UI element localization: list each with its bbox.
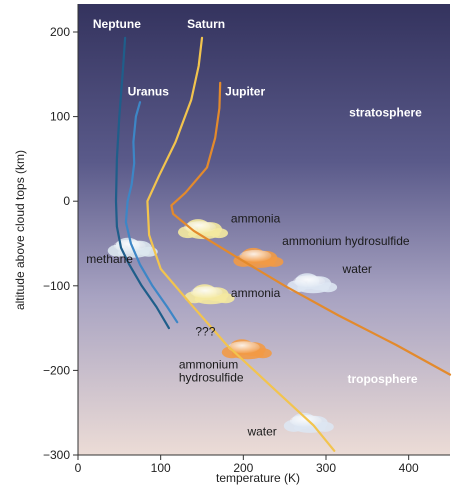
annotation-ammonium-hydrosulfide: ammonium hydrosulfide	[282, 234, 410, 248]
y-tick-label: 0	[63, 194, 70, 208]
annotation-methane: methane	[86, 252, 133, 266]
annotation-ammonia: ammonia	[231, 286, 281, 300]
y-axis-ticks: 200 100 0 −100 −200 −300	[43, 25, 78, 462]
x-tick-label: 0	[75, 461, 82, 475]
annotation-ammonium: ammonium	[179, 358, 238, 372]
ammonia-cloud-upper	[178, 219, 228, 240]
y-axis-title: altitude above cloud tops (km)	[13, 150, 27, 310]
series-label-saturn: Saturn	[187, 17, 225, 31]
annotation-ammonia: ammonia	[231, 211, 281, 225]
labels-layer: Neptune Uranus Saturn Jupiter stratosphere tr…	[86, 17, 422, 439]
ammonia-cloud-lower	[184, 284, 235, 305]
y-tick-label: −200	[43, 363, 70, 377]
annotation-water: water	[246, 425, 276, 439]
ammonium-hydrosulfide-cloud-lower	[221, 339, 272, 360]
y-tick-label: 100	[50, 110, 70, 124]
series-label-neptune: Neptune	[93, 17, 141, 31]
annotation-: ???	[195, 325, 215, 339]
series-line-uranus	[124, 101, 179, 324]
y-tick-label: −100	[43, 279, 70, 293]
y-tick-label: −300	[43, 448, 70, 462]
series-line-saturn	[146, 36, 336, 452]
series-line-neptune	[114, 36, 170, 330]
series-line-jupiter	[170, 81, 452, 376]
annotation-stratosphere: stratosphere	[349, 106, 422, 120]
plot-background	[78, 4, 450, 455]
series-layer	[114, 36, 452, 452]
x-tick-label: 400	[399, 461, 419, 475]
annotation-hydrosulfide: hydrosulfide	[179, 370, 244, 384]
series-label-uranus: Uranus	[128, 84, 170, 98]
annotation-water: water	[342, 262, 372, 276]
x-tick-label: 200	[233, 461, 253, 475]
y-tick-label: 200	[50, 25, 70, 39]
x-axis-title: temperature (K)	[216, 471, 300, 485]
series-label-jupiter: Jupiter	[225, 84, 265, 98]
x-tick-label: 300	[316, 461, 336, 475]
annotation-troposphere: troposphere	[347, 372, 417, 386]
x-axis-ticks: 0 100 200 300 400	[75, 455, 419, 475]
x-tick-label: 100	[151, 461, 171, 475]
water-cloud-upper	[287, 273, 338, 294]
